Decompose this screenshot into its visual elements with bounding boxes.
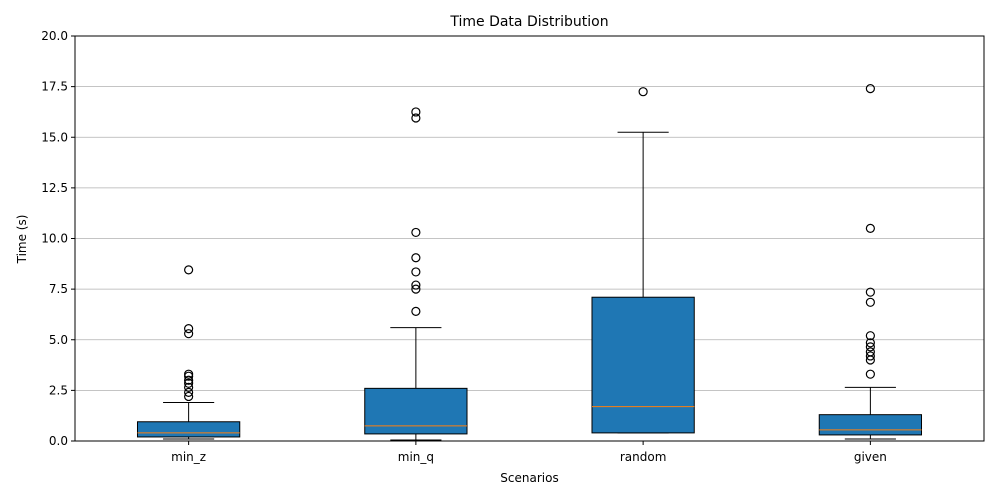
x-tick-label: min_q [398, 450, 434, 464]
box [591, 296, 695, 434]
outlier-point [184, 265, 194, 275]
x-tick-label: random [620, 450, 667, 464]
outlier-point [865, 297, 875, 307]
outlier-point [411, 227, 421, 238]
y-tick-label: 10.0 [41, 232, 68, 246]
outlier-point [184, 378, 194, 388]
box [364, 387, 468, 435]
box-group-min_z [136, 265, 241, 440]
y-tick-label: 0.0 [49, 434, 68, 448]
outlier-point [411, 267, 421, 277]
y-tick-label: 15.0 [41, 130, 68, 144]
outlier-point [865, 342, 875, 352]
y-tick-label: 5.0 [49, 333, 68, 347]
outlier-point [184, 375, 194, 385]
outlier-point [411, 306, 421, 316]
outlier-point [865, 351, 875, 361]
outlier-point [411, 107, 421, 117]
outlier-point [411, 280, 421, 290]
outlier-point [411, 253, 421, 263]
outlier-point [411, 284, 421, 294]
outlier-point [411, 113, 421, 123]
x-tick-label: min_z [171, 450, 206, 464]
outlier-point [184, 382, 194, 392]
axes: 0.0 2.5 5.0 7.5 10.0 12.5 15.0 17.5 20.0 min_z min… [41, 29, 985, 464]
box-group-random [591, 87, 695, 434]
outlier-point [184, 391, 194, 402]
outlier-point [865, 369, 875, 379]
y-tick-label: 17.5 [41, 80, 68, 94]
chart-title: Time Data Distribution [449, 14, 608, 30]
box [818, 414, 923, 436]
outlier-point [865, 347, 875, 357]
x-axis-label: Scenarios [500, 471, 558, 485]
outlier-point [865, 331, 875, 341]
y-tick-label: 2.5 [49, 383, 68, 397]
y-tick-label: 20.0 [41, 29, 68, 43]
outlier-point [865, 287, 875, 297]
y-tick-label: 7.5 [49, 282, 68, 296]
y-axis-label: Time (s) [15, 215, 29, 265]
x-tick-label: given [854, 450, 887, 464]
outlier-point [865, 338, 875, 348]
outlier-point [865, 84, 875, 94]
box [136, 421, 241, 438]
y-tick-label: 12.5 [41, 181, 68, 195]
grid-lines [75, 35, 984, 442]
box-group-given [818, 84, 923, 440]
boxes [136, 84, 923, 441]
outlier-point [184, 369, 194, 379]
outlier-point [184, 324, 194, 334]
outlier-point [184, 329, 194, 339]
outlier-point [184, 387, 194, 397]
box-group-min_q [364, 107, 468, 441]
outlier-point [865, 223, 875, 233]
outlier-point [638, 87, 648, 97]
